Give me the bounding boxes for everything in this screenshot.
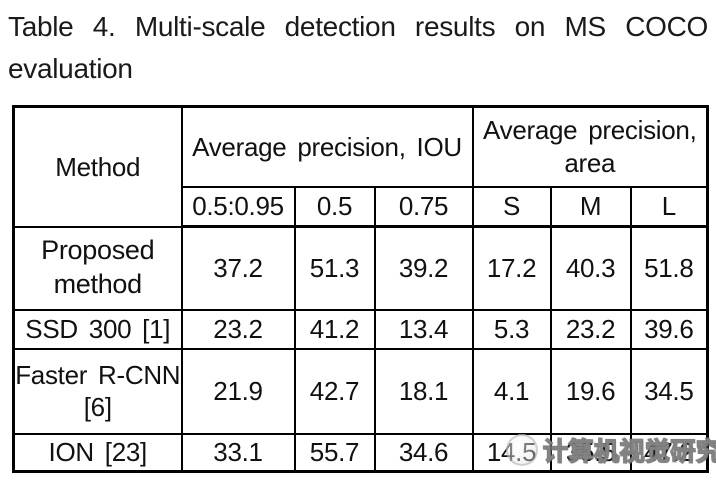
method-cell: ION [23] [12,432,183,473]
value-cell: 34.6 [373,432,474,473]
value-cell: 51.8 [629,225,709,311]
column-group-ap-area: Average precision, area [471,105,709,188]
table-row-ion: ION [23] 33.1 55.7 34.6 14.5 35.5 47.2 [12,432,709,473]
value-cell: 4.1 [471,347,552,435]
subheader-area-s: S [471,185,552,228]
value-cell: 13.4 [373,308,474,350]
value-cell: 5.3 [471,308,552,350]
subheader-iou-075: 0.75 [373,185,474,228]
results-table: Method Average precision, IOU Average pr… [12,105,710,473]
ap-area-line-1: Average precision, [483,115,697,146]
caption-line-1: Table 4. Multi-scale detection results o… [8,11,708,42]
value-cell: 19.6 [549,347,632,435]
subheader-area-l: L [629,185,709,228]
value-cell: 39.6 [629,308,709,350]
value-cell: 18.1 [373,347,474,435]
ap-area-line-2: area [564,147,616,178]
value-cell: 55.7 [293,432,376,473]
value-cell: 23.2 [180,308,296,350]
method-cell: SSD 300 [1] [12,308,183,350]
value-cell: 23.2 [549,308,632,350]
value-cell: 34.5 [629,347,709,435]
method-cell: Proposed method [12,225,183,311]
value-cell: 47.2 [629,432,709,473]
value-cell: 33.1 [180,432,296,473]
column-header-method: Method [12,105,183,228]
table-row-faster-rcnn: Faster R-CNN [6] 21.9 42.7 18.1 4.1 19.6… [12,347,709,435]
table-caption: Table 4. Multi-scale detection results o… [8,6,708,90]
table-row-proposed: Proposed method 37.2 51.3 39.2 17.2 40.3… [12,225,709,311]
value-cell: 42.7 [293,347,376,435]
value-cell: 14.5 [471,432,552,473]
subheader-iou-05: 0.5 [293,185,376,228]
value-cell: 37.2 [180,225,296,311]
value-cell: 51.3 [293,225,376,311]
column-group-ap-iou: Average precision, IOU [180,105,474,188]
method-cell: Faster R-CNN [6] [12,347,183,435]
subheader-area-m: M [549,185,632,228]
value-cell: 39.2 [373,225,474,311]
caption-line-2: evaluation [8,53,133,84]
value-cell: 21.9 [180,347,296,435]
value-cell: 41.2 [293,308,376,350]
value-cell: 35.5 [549,432,632,473]
table-row-ssd300: SSD 300 [1] 23.2 41.2 13.4 5.3 23.2 39.6 [12,308,709,350]
value-cell: 17.2 [471,225,552,311]
value-cell: 40.3 [549,225,632,311]
subheader-iou-0595: 0.5:0.95 [180,185,296,228]
